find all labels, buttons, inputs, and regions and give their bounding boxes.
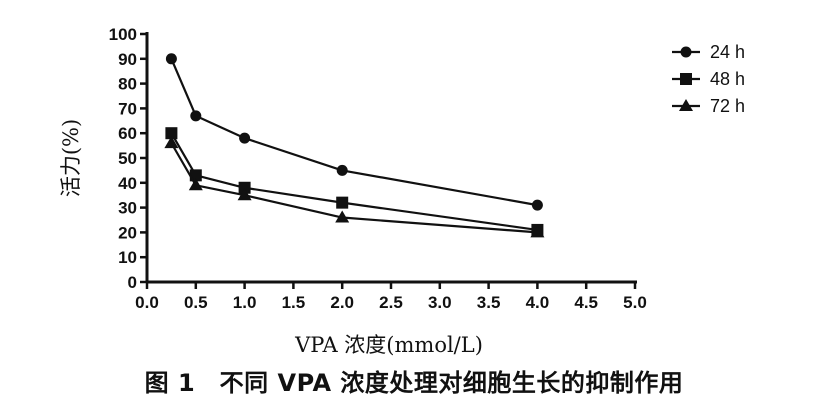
data-point [190, 110, 202, 122]
legend-item: 24 h [672, 42, 745, 62]
y-tick-label: 40 [118, 174, 137, 193]
chart-series [164, 53, 545, 238]
data-point [336, 196, 349, 209]
data-point [237, 188, 252, 201]
y-tick-label: 30 [118, 199, 137, 218]
x-tick-label: 4.5 [574, 293, 598, 312]
y-tick-label: 20 [118, 223, 137, 242]
series-72h [164, 136, 545, 238]
data-point [239, 132, 251, 144]
legend-label: 24 h [710, 42, 745, 62]
y-axis-title: 活力(%) [59, 119, 83, 197]
data-point [336, 164, 348, 176]
x-tick-label: 0.0 [135, 293, 159, 312]
x-axis-title: VPA 浓度(mmol/L) [294, 333, 483, 357]
x-tick-label: 1.5 [282, 293, 306, 312]
y-tick-label: 60 [118, 124, 137, 143]
series-line [170, 142, 538, 234]
legend-marker [679, 99, 693, 111]
x-tick-label: 2.0 [330, 293, 354, 312]
series-24h [165, 53, 543, 211]
y-tick-label: 70 [118, 99, 137, 118]
chart-legend: 24 h 48 h 72 h [672, 42, 745, 116]
y-tick-label: 50 [118, 149, 137, 168]
x-tick-label: 2.5 [379, 293, 403, 312]
data-point [238, 181, 251, 194]
data-point [335, 210, 350, 223]
y-tick-label: 10 [118, 248, 137, 267]
x-tick-label: 3.0 [428, 293, 452, 312]
series-48h [165, 127, 544, 236]
chart-axes [145, 32, 637, 284]
y-axis-ticks: 0 10 20 30 40 50 60 70 80 90 100 [109, 25, 147, 292]
data-point [164, 136, 179, 149]
series-line [170, 132, 538, 232]
data-point [530, 225, 545, 238]
figure-caption: 图 1 不同 VPA 浓度处理对细胞生长的抑制作用 [144, 369, 684, 397]
y-tick-label: 90 [118, 50, 137, 69]
x-tick-label: 4.0 [526, 293, 550, 312]
legend-label: 72 h [710, 96, 745, 116]
y-tick-label: 0 [128, 273, 137, 292]
data-point [531, 199, 543, 211]
data-point [165, 127, 178, 140]
data-point [188, 178, 203, 191]
y-tick-label: 80 [118, 75, 137, 94]
legend-item: 72 h [672, 96, 745, 116]
x-axis-ticks: 0.0 0.5 1.0 1.5 2.0 2.5 3.0 3.5 4.0 4.5 5.0 [135, 282, 647, 312]
data-point [165, 53, 177, 65]
x-tick-label: 1.0 [233, 293, 257, 312]
x-tick-label: 5.0 [623, 293, 647, 312]
y-tick-label: 100 [109, 25, 137, 44]
x-tick-label: 0.5 [184, 293, 208, 312]
line-chart: 0 10 20 30 40 50 60 70 80 90 100 0.0 0.5 1.0 1.5 2.0 2.… [59, 25, 745, 357]
legend-marker [680, 46, 692, 58]
legend-label: 48 h [710, 69, 745, 89]
x-tick-label: 3.5 [477, 293, 501, 312]
legend-item: 48 h [672, 69, 745, 89]
legend-marker [680, 73, 692, 85]
